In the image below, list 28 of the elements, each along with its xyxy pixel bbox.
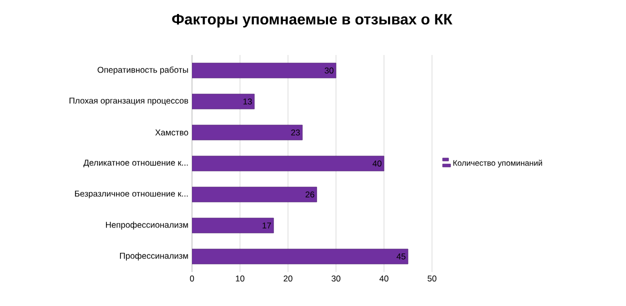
bar: [192, 124, 303, 140]
bar: [192, 156, 384, 172]
y-tick-label: Деликатное отношение к...: [83, 160, 188, 168]
bar: [192, 248, 408, 264]
x-tick-label: 30: [332, 276, 340, 282]
x-tick-label: 40: [379, 276, 388, 282]
y-tick-label: Хамство: [155, 130, 188, 136]
bar: [192, 62, 336, 78]
y-tick-label: Непрофессионализм: [106, 222, 188, 230]
chart-title: Факторы упомнаемые в отзывах о КК: [172, 14, 452, 28]
x-tick-label: 10: [236, 276, 244, 282]
y-tick-label: Оперативность работы: [98, 66, 188, 74]
data-label: 40: [372, 160, 382, 166]
data-label: 45: [396, 254, 406, 260]
x-tick-label: 50: [428, 276, 436, 282]
bar: [192, 94, 255, 110]
y-tick-label: Плохая органзация процессов: [70, 98, 188, 106]
y-tick-label: Профессинализм: [120, 252, 188, 260]
data-label: 30: [324, 68, 334, 74]
data-label: 13: [243, 98, 252, 104]
y-tick-label: Безразличное отношение к...: [75, 190, 188, 198]
x-tick-label: 20: [284, 276, 292, 282]
bar: [192, 218, 274, 234]
data-label: 17: [262, 222, 271, 228]
data-label: 26: [306, 192, 314, 198]
x-tick-label: 0: [190, 276, 194, 282]
bar: [192, 186, 317, 202]
data-label: 23: [291, 130, 300, 136]
